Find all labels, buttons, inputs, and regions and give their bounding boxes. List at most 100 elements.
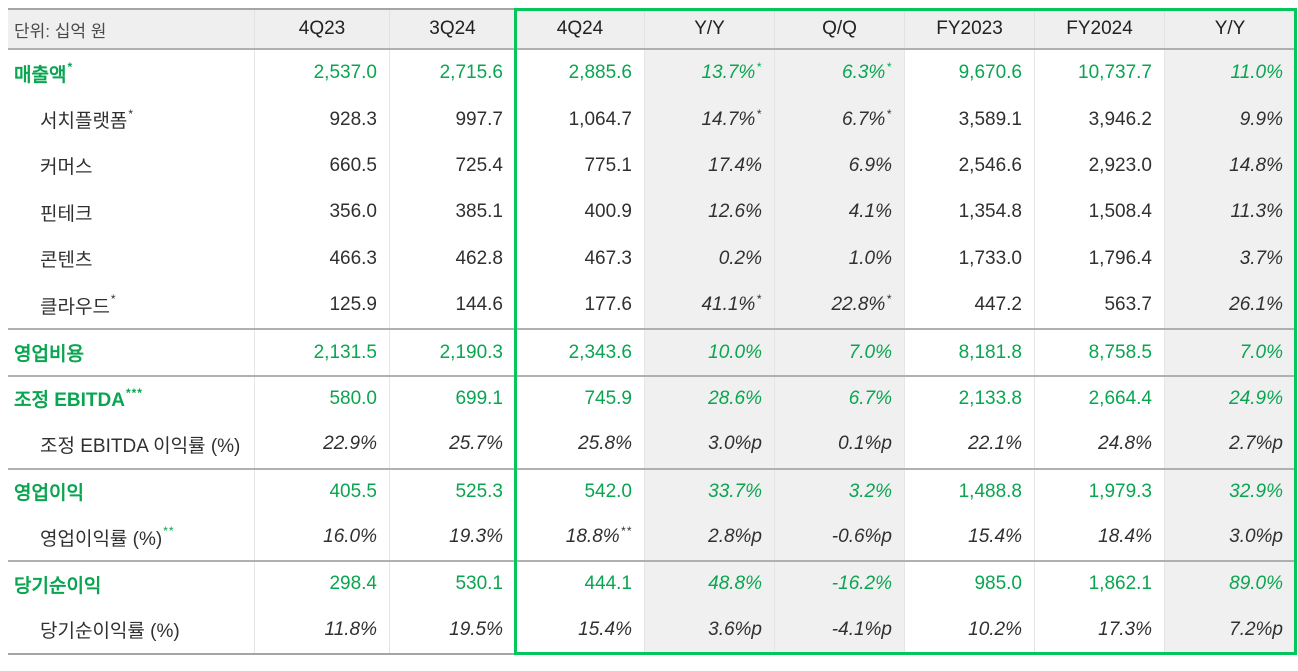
value-cell: 28.6% bbox=[645, 376, 775, 422]
value-cell: -4.1%p bbox=[775, 606, 905, 654]
value-cell: 15.4% bbox=[516, 606, 645, 654]
footnote-asterisk: * bbox=[128, 106, 135, 121]
value-cell: 26.1% bbox=[1165, 281, 1295, 329]
value-cell: 11.8% bbox=[255, 606, 390, 654]
row-label: 매출액 * bbox=[8, 50, 255, 97]
row-label: 영업이익률 (%) ** bbox=[8, 513, 255, 561]
value-cell: 17.4% bbox=[645, 142, 775, 190]
value-cell: 18.4% bbox=[1035, 513, 1165, 561]
value-cell: 3.2% bbox=[775, 469, 905, 514]
value-cell: 24.9% bbox=[1165, 376, 1295, 422]
row-label: 당기순이익률 (%) bbox=[8, 606, 255, 654]
value-cell: 725.4 bbox=[390, 142, 516, 190]
value-cell: 25.8% bbox=[516, 421, 645, 468]
column-header-qq: Q/Q bbox=[775, 10, 905, 48]
value-cell: 530.1 bbox=[390, 562, 516, 607]
table-header-row: 단위: 십억 원 4Q23 3Q24 4Q24 Y/Y Q/Q FY2023 F… bbox=[8, 10, 1295, 50]
value-cell: 19.5% bbox=[390, 606, 516, 654]
value-cell: 2.8%p bbox=[645, 513, 775, 561]
value-cell: 24.8% bbox=[1035, 421, 1165, 468]
footnote-asterisk: * bbox=[67, 60, 74, 75]
table-row: 커머스 660.5 725.4 775.1 17.4% 6.9% 2,546.6 2,923.… bbox=[8, 142, 1295, 190]
value-cell: 13.7% * bbox=[645, 50, 775, 97]
value-cell: 10,737.7 bbox=[1035, 50, 1165, 97]
value-cell: 25.7% bbox=[390, 421, 516, 468]
value-cell: 525.3 bbox=[390, 469, 516, 514]
value-cell: 16.0% bbox=[255, 513, 390, 561]
value-cell: 8,758.5 bbox=[1035, 330, 1165, 375]
row-label: 클라우드 * bbox=[8, 281, 255, 329]
value-cell: 22.9% bbox=[255, 421, 390, 468]
value-cell: -16.2% bbox=[775, 562, 905, 607]
value-cell: 22.8% * bbox=[775, 281, 905, 329]
column-header-fy2024: FY2024 bbox=[1035, 10, 1165, 48]
value-cell: 6.9% bbox=[775, 142, 905, 190]
column-header-yy-annual: Y/Y bbox=[1214, 18, 1246, 39]
table-row: 조정 EBITDA 이익률 (%) 22.9% 25.7% 25.8% 3.0%p 0.1… bbox=[8, 421, 1295, 468]
value-cell: 660.5 bbox=[255, 142, 390, 190]
column-header-3q24: 3Q24 bbox=[390, 10, 516, 48]
footnote-asterisk: * bbox=[886, 292, 892, 307]
table-row: 핀테크 356.0 385.1 400.9 12.6% 4.1% 1,354.8 1,508.… bbox=[8, 189, 1295, 236]
value-cell: 745.9 bbox=[516, 376, 645, 422]
value-cell: 177.6 bbox=[516, 281, 645, 329]
value-cell: 3,946.2 bbox=[1035, 96, 1165, 143]
value-cell: 1,733.0 bbox=[905, 235, 1035, 282]
value-cell: 3.7% bbox=[1165, 235, 1295, 282]
value-cell: 2,133.8 bbox=[905, 376, 1035, 422]
footnote-asterisk: * bbox=[886, 60, 892, 75]
value-cell: 467.3 bbox=[516, 235, 645, 282]
row-label: 핀테크 bbox=[8, 189, 255, 236]
footnote-asterisk: ** bbox=[163, 524, 175, 539]
table-body: 매출액 * 2,537.0 2,715.6 2,885.6 13.7% * 6.3% * 9,67… bbox=[8, 50, 1295, 654]
value-cell: 19.3% bbox=[390, 513, 516, 561]
footnote-asterisk: * bbox=[110, 292, 117, 307]
value-cell: 400.9 bbox=[516, 189, 645, 236]
value-cell: 1,862.1 bbox=[1035, 562, 1165, 607]
value-cell: 405.5 bbox=[255, 469, 390, 514]
unit-label: 단위: 십억 원 bbox=[8, 10, 255, 48]
value-cell: 466.3 bbox=[255, 235, 390, 282]
value-cell: 2,715.6 bbox=[390, 50, 516, 97]
value-cell: 1,508.4 bbox=[1035, 189, 1165, 236]
value-cell: 3.6%p bbox=[645, 606, 775, 654]
value-cell: 985.0 bbox=[905, 562, 1035, 607]
value-cell: 2,546.6 bbox=[905, 142, 1035, 190]
value-cell: 542.0 bbox=[516, 469, 645, 514]
value-cell: 11.0% bbox=[1165, 50, 1295, 97]
table-row: 당기순이익 298.4 530.1 444.1 48.8% -16.2% 985.0 1,86… bbox=[8, 560, 1295, 607]
value-cell: 580.0 bbox=[255, 376, 390, 422]
footnote-asterisk: * bbox=[756, 292, 762, 307]
value-cell: 1,796.4 bbox=[1035, 235, 1165, 282]
value-cell: 6.3% * bbox=[775, 50, 905, 97]
value-cell: 17.3% bbox=[1035, 606, 1165, 654]
value-cell: 14.7% * bbox=[645, 96, 775, 143]
value-cell: 6.7% bbox=[775, 376, 905, 422]
table-row: 영업비용 2,131.5 2,190.3 2,343.6 10.0% 7.0% 8,181.… bbox=[8, 328, 1295, 375]
value-cell: 385.1 bbox=[390, 189, 516, 236]
value-cell: 125.9 bbox=[255, 281, 390, 329]
column-header-yy: Y/Y bbox=[645, 10, 775, 48]
value-cell: 9,670.6 bbox=[905, 50, 1035, 97]
value-cell: 144.6 bbox=[390, 281, 516, 329]
value-cell: 22.1% bbox=[905, 421, 1035, 468]
value-cell: 15.4% bbox=[905, 513, 1035, 561]
row-label: 조정 EBITDA *** bbox=[8, 376, 255, 422]
value-cell: 2,885.6 bbox=[516, 50, 645, 97]
table-row: 조정 EBITDA *** 580.0 699.1 745.9 28.6% 6.7% 2,13… bbox=[8, 374, 1295, 422]
table-row: 콘텐츠 466.3 462.8 467.3 0.2% 1.0% 1,733.0 1,796.4… bbox=[8, 235, 1295, 282]
value-cell: 2,190.3 bbox=[390, 330, 516, 375]
value-cell: 41.1% * bbox=[645, 281, 775, 329]
value-cell: 2,343.6 bbox=[516, 330, 645, 375]
value-cell: -0.6%p bbox=[775, 513, 905, 561]
value-cell: 1,488.8 bbox=[905, 469, 1035, 514]
value-cell: 699.1 bbox=[390, 376, 516, 422]
value-cell: 3.0%p bbox=[1165, 513, 1295, 561]
value-cell: 9.9% bbox=[1165, 96, 1295, 143]
value-cell: 462.8 bbox=[390, 235, 516, 282]
row-label: 영업이익 bbox=[8, 469, 255, 514]
financial-results-table: 단위: 십억 원 4Q23 3Q24 4Q24 Y/Y Q/Q FY2023 F… bbox=[8, 8, 1297, 656]
row-label: 조정 EBITDA 이익률 (%) bbox=[8, 421, 255, 468]
value-cell: 14.8% bbox=[1165, 142, 1295, 190]
value-cell: 1,064.7 bbox=[516, 96, 645, 143]
